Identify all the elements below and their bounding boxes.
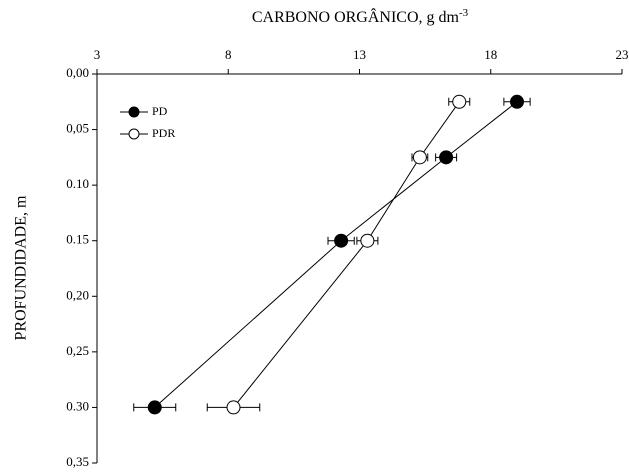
- x-tick-label: 8: [225, 47, 232, 62]
- x-axis-title: CARBONO ORGÂNICO, g dm-3: [252, 7, 469, 26]
- y-tick-label: 0.10: [66, 176, 89, 191]
- legend-label: PDR: [152, 126, 175, 140]
- data-point: [334, 233, 349, 248]
- y-tick-label: 0,00: [66, 65, 89, 80]
- y-axis-title: PROFUNDIDADE, m: [13, 195, 30, 340]
- data-point: [439, 150, 454, 165]
- y-tick-label: 0.30: [66, 398, 89, 413]
- x-tick-label: 18: [484, 47, 497, 62]
- x-tick-label: 13: [353, 47, 366, 62]
- data-point: [360, 233, 375, 248]
- data-point: [412, 150, 427, 165]
- data-point: [226, 400, 241, 415]
- y-tick-label: 0,25: [66, 343, 89, 358]
- data-point: [510, 94, 524, 109]
- legend-label: PD: [152, 104, 168, 118]
- legend-marker: [128, 128, 140, 140]
- x-tick-label: 3: [94, 47, 101, 62]
- data-point: [452, 94, 467, 109]
- x-axis-label: CARBONO ORGÂNICO, g dm: [252, 7, 460, 26]
- y-tick-label: 0,20: [66, 287, 89, 302]
- y-tick-label: 0,05: [66, 121, 89, 136]
- y-tick-label: 0,35: [66, 454, 89, 469]
- x-tick-label: 23: [616, 47, 629, 62]
- x-axis-exponent: -3: [459, 7, 469, 19]
- series-line: [154, 101, 518, 408]
- data-point: [147, 400, 162, 415]
- y-tick-label: 0.15: [66, 232, 89, 247]
- legend-marker: [128, 106, 140, 118]
- series-line: [233, 101, 460, 408]
